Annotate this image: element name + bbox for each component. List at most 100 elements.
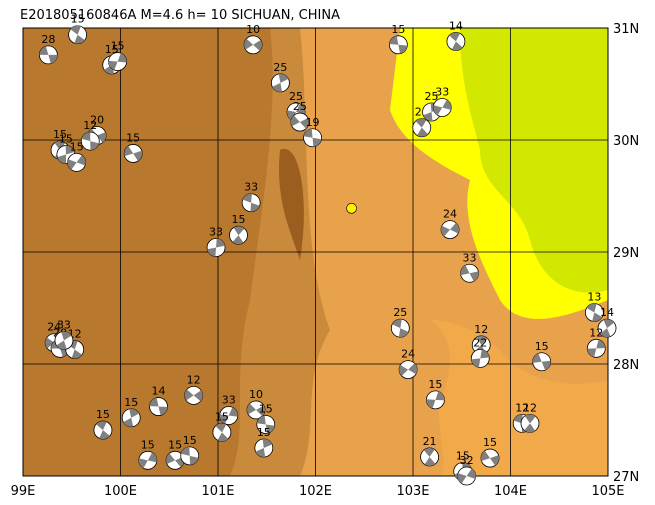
x-tick-label: 99E (11, 484, 36, 499)
focal-mechanism (121, 408, 141, 428)
y-tick-label: 29N (613, 246, 639, 261)
depth-label: 12 (523, 401, 537, 414)
focal-mechanism (80, 131, 100, 151)
depth-label: 15 (126, 131, 140, 144)
compression-quadrant (215, 423, 227, 433)
compression-quadrant (67, 159, 77, 170)
x-tick-label: 105E (591, 484, 624, 499)
focal-mechanism (149, 397, 168, 416)
compression-quadrant (61, 331, 72, 341)
depth-label: 19 (306, 116, 320, 129)
compression-quadrant (480, 349, 490, 359)
compression-quadrant (129, 408, 140, 418)
depth-label: 33 (57, 318, 71, 331)
depth-label: 15 (483, 436, 497, 449)
depth-label: 15 (259, 402, 273, 415)
depth-label: 15 (141, 438, 155, 451)
compression-quadrant (219, 414, 229, 424)
y-tick-label: 28N (613, 358, 639, 373)
depth-label: 25 (289, 90, 303, 103)
compression-quadrant (471, 358, 481, 368)
focal-mechanism (219, 406, 239, 425)
depth-label: 33 (222, 394, 236, 407)
depth-label: 12 (515, 401, 529, 414)
compression-quadrant (250, 202, 260, 212)
depth-label: 10 (246, 23, 260, 36)
compression-quadrant (181, 446, 190, 456)
compression-quadrant (124, 145, 134, 157)
depth-label: 14 (152, 385, 166, 398)
focal-mechanism (303, 128, 322, 148)
focal-mechanism (229, 225, 248, 245)
compression-quadrant (524, 423, 536, 433)
compression-quadrant (513, 414, 523, 424)
compression-quadrant (541, 360, 551, 371)
focal-mechanism (390, 318, 410, 338)
focal-mechanism (256, 415, 276, 434)
compression-quadrant (278, 73, 289, 83)
compression-quadrant (48, 54, 58, 64)
compression-quadrant (166, 453, 176, 464)
compression-quadrant (189, 455, 199, 465)
x-tick-label: 102E (299, 484, 332, 499)
focal-mechanism (270, 73, 290, 93)
focal-mechanism (432, 98, 452, 117)
compression-quadrant (74, 34, 85, 44)
compression-quadrant (90, 141, 99, 151)
compression-quadrant (242, 193, 252, 203)
depth-label: 14 (600, 306, 614, 319)
compression-quadrant (481, 450, 491, 461)
compression-quadrant (424, 456, 436, 466)
compression-quadrant (265, 424, 275, 434)
depth-label: 24 (47, 321, 61, 334)
compression-quadrant (466, 468, 476, 479)
compression-quadrant (45, 337, 55, 349)
depth-label: 15 (183, 434, 197, 447)
compression-quadrant (469, 271, 479, 282)
map-title: E201805160846A M=4.6 h= 10 SICHUAN, CHIN… (20, 8, 340, 23)
focal-mechanism (586, 338, 606, 358)
depth-label: 33 (209, 226, 223, 239)
compression-quadrant (392, 319, 402, 329)
y-tick-label: 30N (613, 134, 639, 149)
compression-quadrant (76, 155, 86, 166)
focal-mechanism (470, 348, 490, 368)
depth-label: 15 (59, 133, 73, 146)
compression-quadrant (435, 391, 445, 401)
depth-label: 14 (449, 19, 463, 32)
focal-mechanism (180, 446, 200, 466)
x-tick-label: 104E (494, 484, 527, 499)
focal-mechanism (480, 448, 500, 468)
depth-label: 15 (70, 140, 84, 153)
depth-label: 15 (168, 438, 182, 451)
compression-quadrant (287, 110, 296, 121)
depth-label: 20 (90, 114, 104, 127)
compression-quadrant (247, 403, 257, 415)
depth-label: 15 (456, 450, 470, 463)
compression-quadrant (441, 225, 451, 237)
compression-quadrant (592, 312, 603, 322)
compression-quadrant (217, 432, 229, 442)
compression-quadrant (123, 417, 134, 427)
compression-quadrant (57, 154, 67, 164)
compression-quadrant (532, 353, 542, 363)
compression-quadrant (96, 421, 107, 431)
compression-quadrant (433, 105, 443, 116)
compression-quadrant (244, 38, 254, 50)
compression-quadrant (457, 473, 467, 484)
compression-quadrant (408, 363, 418, 375)
depth-label: 12 (187, 373, 201, 386)
compression-quadrant (603, 319, 615, 329)
depth-label: 25 (425, 90, 439, 103)
depth-label: 12 (83, 119, 97, 132)
compression-quadrant (477, 335, 488, 345)
focal-mechanism (38, 45, 58, 65)
depth-label: 12 (474, 323, 488, 336)
focal-mechanism (532, 352, 552, 372)
focal-mechanism (241, 193, 261, 213)
focal-mechanism (584, 303, 604, 322)
compression-quadrant (587, 348, 597, 358)
focal-mechanism (108, 52, 127, 71)
compression-quadrant (450, 222, 460, 234)
